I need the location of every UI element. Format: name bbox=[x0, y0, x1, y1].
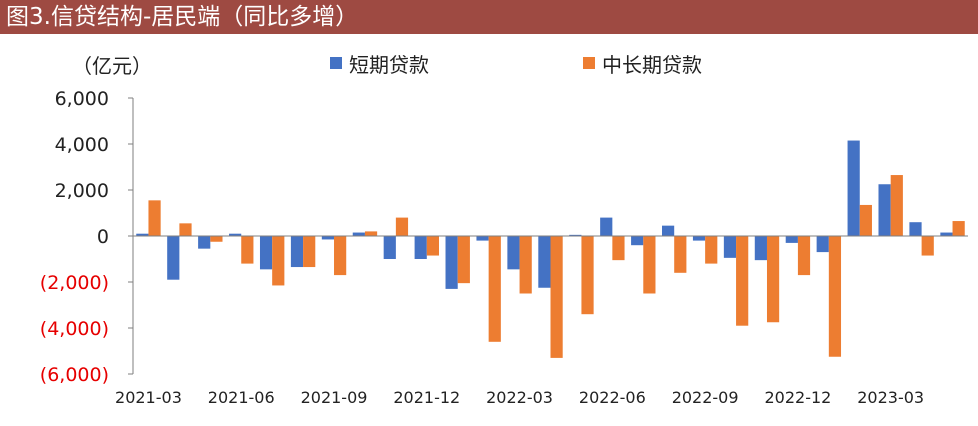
bar-short-2022-10 bbox=[723, 236, 737, 258]
bar-long-2021-11 bbox=[395, 217, 409, 236]
y-tick-label: (6,000) bbox=[40, 364, 109, 386]
bar-long-2021-09 bbox=[334, 236, 347, 276]
bar-short-2022-11 bbox=[754, 236, 767, 261]
bar-short-2022-03 bbox=[507, 236, 520, 270]
bar-long-2022-03 bbox=[519, 236, 532, 294]
y-tick-label: 6,000 bbox=[55, 88, 109, 110]
bar-short-2021-05 bbox=[198, 236, 211, 249]
bar-short-2022-04 bbox=[538, 236, 551, 288]
y-tick-label: (4,000) bbox=[40, 318, 109, 340]
bar-long-2022-08 bbox=[674, 236, 687, 273]
bar-long-2023-01 bbox=[828, 236, 842, 357]
bar-long-2022-05 bbox=[581, 236, 594, 315]
bar-long-2023-02 bbox=[859, 204, 872, 236]
legend-swatch-long bbox=[583, 57, 595, 69]
bar-short-2023-04 bbox=[909, 222, 922, 236]
bar-long-2022-07 bbox=[643, 236, 656, 294]
bar-long-2022-02 bbox=[488, 236, 501, 342]
bar-short-2021-10 bbox=[352, 232, 365, 236]
bar-short-2021-04 bbox=[167, 236, 180, 280]
x-tick-label: 2021-03 bbox=[115, 388, 182, 407]
bar-short-2023-03 bbox=[878, 184, 891, 236]
y-tick-label: (2,000) bbox=[40, 272, 109, 294]
x-tick-label: 2021-09 bbox=[301, 388, 368, 407]
bar-short-2023-05 bbox=[940, 232, 953, 236]
chart-title: 图3.信贷结构-居民端（同比多增） bbox=[6, 4, 359, 30]
bar-short-2021-07 bbox=[259, 236, 273, 270]
bar-short-2022-06 bbox=[600, 217, 613, 236]
bar-short-2021-09 bbox=[321, 236, 335, 240]
bar-long-2021-05 bbox=[210, 236, 223, 242]
bar-short-2022-02 bbox=[476, 236, 489, 241]
bar-short-2021-08 bbox=[290, 236, 304, 268]
bar-long-2022-10 bbox=[736, 236, 749, 326]
bar-short-2023-01 bbox=[816, 236, 829, 253]
bar-short-2021-03 bbox=[136, 233, 149, 236]
bar-long-2022-12 bbox=[797, 236, 811, 276]
legend-item-long: 中长期贷款 bbox=[583, 50, 702, 77]
x-tick-label: 2022-12 bbox=[764, 388, 831, 407]
unit-label: （亿元） bbox=[72, 54, 152, 78]
x-tick-label: 2021-06 bbox=[208, 388, 275, 407]
x-tick-label: 2022-06 bbox=[579, 388, 646, 407]
bar-long-2023-05 bbox=[952, 221, 965, 236]
legend-swatch-short bbox=[330, 57, 342, 69]
bar-short-2023-02 bbox=[847, 140, 860, 236]
bar-long-2021-07 bbox=[272, 236, 285, 286]
bar-long-2023-04 bbox=[921, 236, 934, 256]
y-tick-label: 2,000 bbox=[55, 180, 109, 202]
x-tick-label: 2023-03 bbox=[857, 388, 924, 407]
bar-short-2021-06 bbox=[229, 233, 242, 236]
bar-short-2022-08 bbox=[662, 225, 675, 236]
bar-long-2022-09 bbox=[705, 236, 718, 264]
bar-short-2022-12 bbox=[785, 236, 798, 243]
legend-label-long: 中长期贷款 bbox=[602, 52, 702, 77]
bar-long-2021-08 bbox=[303, 236, 316, 268]
x-tick-label: 2022-09 bbox=[672, 388, 739, 407]
bar-short-2022-09 bbox=[692, 236, 706, 241]
bar-long-2021-04 bbox=[179, 223, 192, 236]
title-bar: 图3.信贷结构-居民端（同比多增） bbox=[0, 0, 978, 34]
bar-long-2022-04 bbox=[550, 236, 563, 358]
bar-short-2022-01 bbox=[445, 236, 458, 289]
bar-long-2021-12 bbox=[426, 236, 439, 256]
bar-long-2022-06 bbox=[612, 236, 625, 261]
bar-long-2023-03 bbox=[890, 175, 903, 236]
x-tick-label: 2021-12 bbox=[393, 388, 460, 407]
legend-label-short: 短期贷款 bbox=[349, 52, 429, 77]
bar-short-2022-07 bbox=[631, 236, 644, 246]
bar-long-2022-01 bbox=[457, 236, 470, 284]
x-tick-label: 2022-03 bbox=[486, 388, 553, 407]
bar-long-2021-03 bbox=[148, 200, 161, 236]
bar-long-2022-11 bbox=[766, 236, 780, 323]
legend-item-short: 短期贷款 bbox=[330, 50, 429, 77]
y-tick-label: 0 bbox=[97, 226, 109, 248]
bar-short-2022-05 bbox=[569, 234, 582, 236]
y-tick-label: 4,000 bbox=[55, 134, 109, 156]
bar-short-2021-12 bbox=[414, 236, 427, 259]
bar-short-2021-11 bbox=[383, 236, 396, 259]
bar-long-2021-06 bbox=[241, 236, 254, 264]
bar-long-2021-10 bbox=[364, 231, 378, 236]
